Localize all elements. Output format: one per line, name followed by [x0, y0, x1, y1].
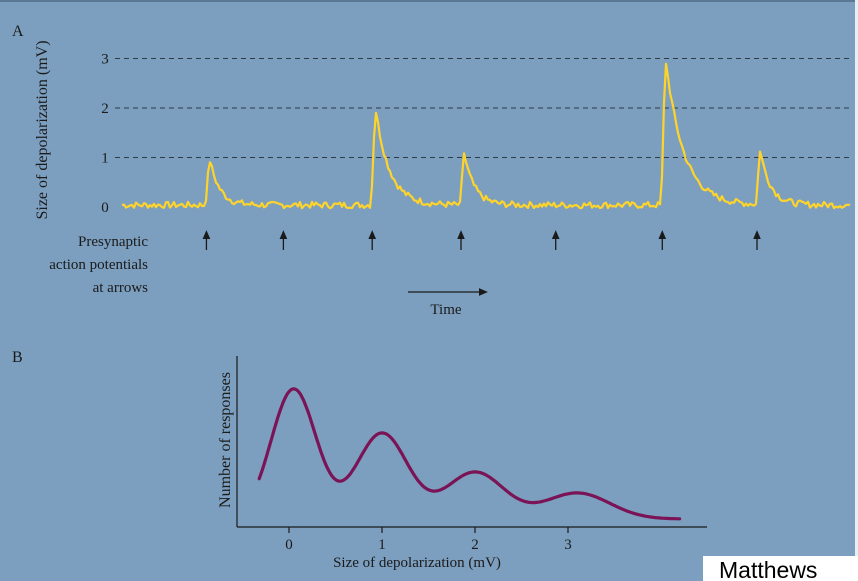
panel-a-ytick-labels: 0 1 2 3: [101, 52, 109, 217]
panel-a-trace: [121, 62, 850, 210]
panel-b-xticks: 0 1 2 3: [285, 527, 572, 553]
arrow-label-line-2: action potentials: [49, 257, 148, 273]
panel-b-label: B: [12, 349, 23, 366]
ytick-label: 2: [101, 101, 109, 117]
panel-a-xlabel: Time: [430, 302, 461, 318]
panel-a-ylabel: Size of depolarization (mV): [34, 40, 51, 219]
arrow-label-line-1: Presynaptic: [78, 234, 148, 250]
panel-a-event-arrows: [202, 230, 761, 250]
panel-b-ylabel: Number of responses: [217, 372, 234, 508]
xtick-label: 3: [564, 537, 572, 553]
right-border: [855, 0, 858, 581]
top-border: [0, 0, 858, 2]
ytick-label: 0: [101, 200, 109, 216]
xtick-label: 2: [471, 537, 479, 553]
ytick-label: 3: [101, 52, 109, 68]
arrow-label-line-3: at arrows: [93, 280, 149, 296]
panel-a-label: A: [12, 23, 24, 40]
xtick-label: 1: [378, 537, 386, 553]
panel-b-trace: [257, 387, 682, 521]
ytick-label: 1: [101, 151, 109, 167]
xtick-label: 0: [285, 537, 293, 553]
credit-label: Matthews: [703, 556, 858, 581]
panel-b-xlabel: Size of depolarization (mV): [333, 555, 501, 571]
panel-a-gridlines: [115, 57, 850, 159]
